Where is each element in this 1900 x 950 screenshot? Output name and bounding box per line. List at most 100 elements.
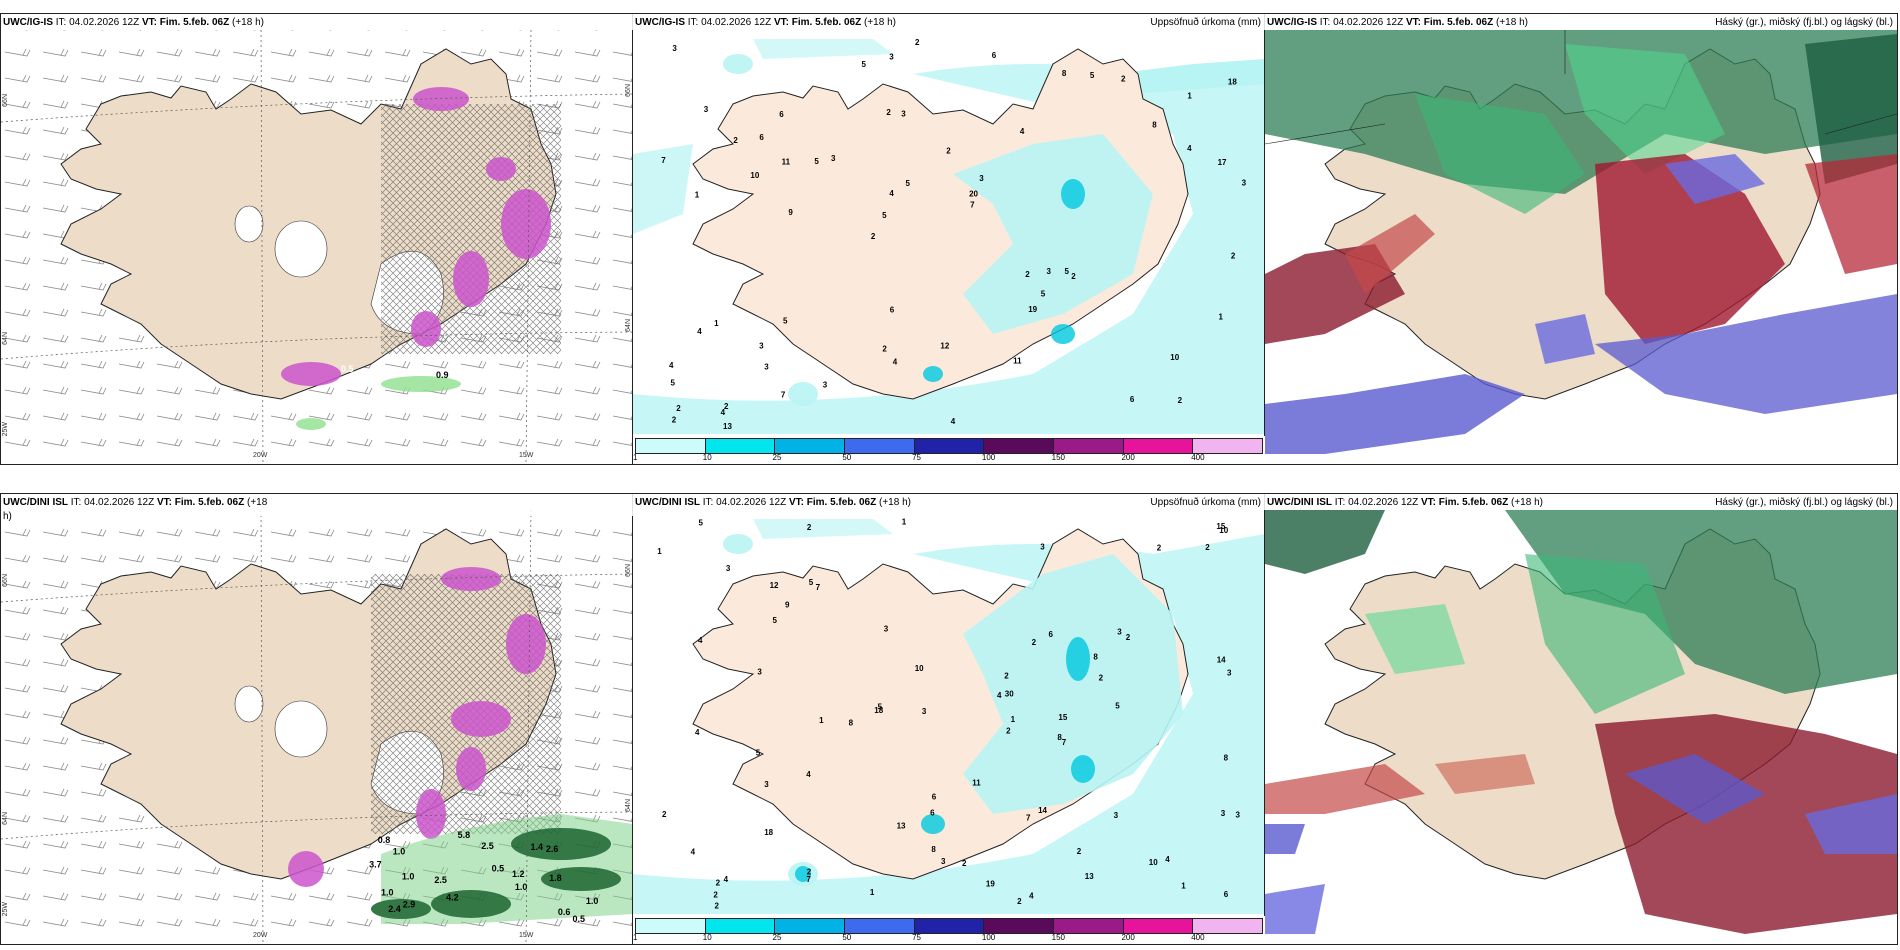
precip-value: 6 xyxy=(1224,890,1229,899)
precip-value: 2 xyxy=(1071,272,1076,281)
colorbar-cell xyxy=(1123,439,1194,453)
glacier-langjokull xyxy=(274,700,328,758)
precip-value: 5 xyxy=(1065,267,1070,276)
map-canvas: 2112422213533323332452468561054510197172… xyxy=(633,38,1265,434)
precip-value: 2.5 xyxy=(481,841,494,851)
glacier-hofsjokull xyxy=(234,205,264,243)
map-canvas xyxy=(1265,30,1897,464)
precip-value: 4 xyxy=(698,636,703,645)
precip-value: 6 xyxy=(779,110,784,119)
valid-time: Fim. 5.feb. 06Z xyxy=(159,17,230,28)
high-cloud-green xyxy=(1265,510,1897,714)
low-cloud-blue xyxy=(1265,154,1897,454)
precip-value: 7 xyxy=(661,156,666,165)
lead-time: (+18 h) xyxy=(864,17,896,28)
colorbar-tick: 25 xyxy=(772,933,782,942)
colorbar-tick: 1 xyxy=(633,933,638,942)
colorbar-cell xyxy=(705,919,776,933)
product-title: Uppsöfnuð úrkoma (mm) xyxy=(1150,17,1261,28)
precip-value: 2 xyxy=(1006,727,1011,736)
precip-value: 5 xyxy=(783,317,788,326)
precip-value: 4 xyxy=(1020,127,1025,136)
precip-values: 1222231113235634478171022252357346218153… xyxy=(657,517,1240,910)
panel-wind-precip-dini: UWC/DINI ISL IT: 04.02.2026 12Z VT: Fim.… xyxy=(0,493,634,945)
valid-label: VT: xyxy=(773,17,789,28)
precip-value: 4 xyxy=(806,770,811,779)
heavy-precip-areas xyxy=(288,567,546,887)
precip-value: 1.0 xyxy=(393,847,406,857)
precip-value: 2 xyxy=(915,38,920,47)
colorbar-cell xyxy=(845,439,915,453)
precip-value: 8 xyxy=(1057,733,1062,742)
precip-value: 4 xyxy=(1165,855,1170,864)
precip-value: 5 xyxy=(862,60,867,69)
glacier-langjokull xyxy=(274,220,328,278)
precip-value: 5 xyxy=(814,157,819,166)
colorbar-tick: 400 xyxy=(1191,453,1205,462)
precip-value: 3 xyxy=(1221,809,1226,818)
lead-time: (+18 h) xyxy=(1496,17,1528,28)
lat-label: 66N xyxy=(625,564,632,577)
precip-value: 6 xyxy=(1130,395,1135,404)
precip-value: 3 xyxy=(922,707,927,716)
precip-value: 3 xyxy=(823,380,828,389)
precip-value: 12 xyxy=(940,342,949,351)
precip-value: 3 xyxy=(764,780,769,789)
precip-value: 5 xyxy=(1041,290,1046,299)
precip-value: 3 xyxy=(901,110,906,119)
precip-value: 2 xyxy=(962,859,967,868)
valid-time: Fim. 5.feb. 06Z xyxy=(791,17,862,28)
model-name: UWC/IG-IS xyxy=(635,17,685,28)
precip-value: 1.0 xyxy=(586,896,599,906)
init-time: IT: 04.02.2026 12Z xyxy=(1319,17,1404,28)
colorbar-tick: 10 xyxy=(702,933,712,942)
valid-time: Fim. 5.feb. 06Z xyxy=(1438,497,1509,508)
init-time: IT: 04.02.2026 12Z xyxy=(702,497,787,508)
panel-header: UWC/IG-IS IT: 04.02.2026 12Z VT: Fim. 5.… xyxy=(1265,14,1897,30)
panel-header: UWC/DINI ISL IT: 04.02.2026 12Z VT: Fim.… xyxy=(633,494,1265,510)
low-cloud-blue xyxy=(1265,754,1897,934)
precip-value: 1.4 xyxy=(531,842,544,852)
lat-label: 66N xyxy=(2,574,9,587)
colorbar-cell xyxy=(705,439,776,453)
map-canvas: 0.51.01.00.81.01.02.92.52.62.5 1.40.64.25… xyxy=(1,509,633,944)
precip-value: 7 xyxy=(781,391,786,400)
colorbar-cell xyxy=(1193,439,1263,453)
precip-value: 18 xyxy=(764,828,773,837)
heavy-precip-areas xyxy=(281,87,551,386)
precip-value: 6 xyxy=(932,792,937,801)
precip-value: 2 xyxy=(1032,638,1037,647)
precip-value: 9 xyxy=(788,208,793,217)
precip-value: 2 xyxy=(716,879,721,888)
precip-value: 5 xyxy=(756,748,761,757)
heavy-precip-areas xyxy=(795,637,1095,882)
precip-value: 7 xyxy=(816,583,821,592)
precip-value: 1 xyxy=(902,517,907,526)
precip-value: 2 xyxy=(1205,543,1210,552)
colorbar-tick: 1 xyxy=(633,453,638,462)
colorbar-cells xyxy=(635,918,1263,934)
init-time: IT: 04.02.2026 12Z xyxy=(70,497,155,508)
precip-value: 4 xyxy=(893,358,898,367)
precip-value: 2 xyxy=(724,402,729,411)
colorbar-tick: 50 xyxy=(842,453,852,462)
precip-value: 2 xyxy=(1025,270,1030,279)
precip-value: 10 xyxy=(1219,526,1228,535)
precip-value: 3 xyxy=(1114,811,1119,820)
precip-value: 2 xyxy=(1126,633,1131,642)
precip-value: 3 xyxy=(757,668,762,677)
precip-value: 2 xyxy=(1017,897,1022,906)
precip-value: 1.0 xyxy=(515,882,528,892)
precip-value: 4 xyxy=(1187,144,1192,153)
lat-label: 64N xyxy=(625,319,632,332)
precip-value: 7 xyxy=(970,200,975,209)
precip-value: 14 xyxy=(1217,656,1226,665)
panel-clouds-dini: UWC/DINI ISL IT: 04.02.2026 12Z VT: Fim.… xyxy=(1264,493,1898,945)
colorbar-cell xyxy=(775,919,846,933)
precip-values: 2112422213533323332452468561054510197172… xyxy=(661,38,1246,431)
precip-value: 1 xyxy=(1011,715,1016,724)
colorbar-tick: 400 xyxy=(1191,933,1205,942)
precip-value: 2 xyxy=(1099,673,1104,682)
precip-value: 3 xyxy=(1227,669,1232,678)
precip-value: 4 xyxy=(951,417,956,426)
